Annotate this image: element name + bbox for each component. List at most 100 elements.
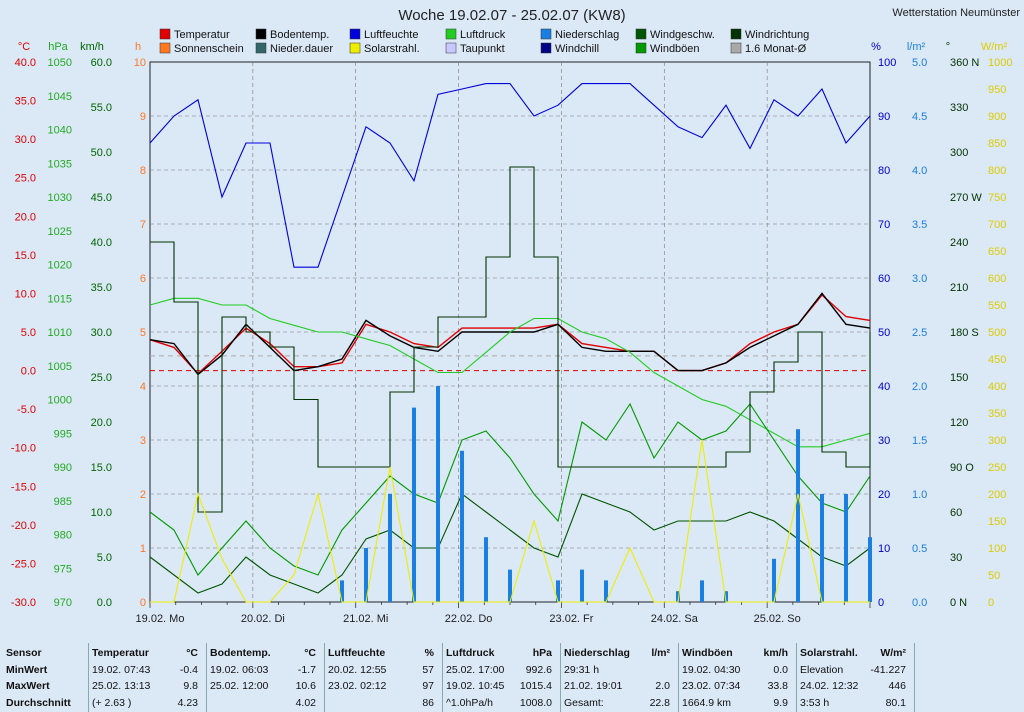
stats-temp-min-time: 19.02. 07:43 — [92, 663, 151, 676]
axis-tick-label: 3.0 — [912, 273, 927, 285]
stats-rain-row2-val: 2.0 — [655, 680, 670, 692]
axis-tick-label: 70 — [878, 219, 890, 231]
stats-press-min-val: 992.6 — [525, 663, 552, 676]
axis-tick-label: 5.0 — [912, 57, 927, 69]
x-tick-label: 19.02. Mo — [136, 613, 185, 625]
axis-tick-label: 1045 — [48, 91, 72, 103]
axis-tick-label: 1.5 — [912, 435, 927, 447]
stats-temperature: Temperatur °C 19.02. 07:43 -0.4 25.02. 13:… — [92, 645, 202, 711]
axis-tick-label: 180 S — [950, 327, 979, 339]
axis-tick-label: 980 — [54, 530, 72, 542]
axis-tick-label: 100 — [988, 543, 1006, 555]
rain-bar — [772, 558, 776, 602]
rain-bar — [868, 537, 872, 602]
axis-tick-label: 20 — [878, 489, 890, 501]
stats-temp-avg-note: (+ 2.63 ) — [92, 696, 132, 709]
stats-gust-unit: km/h — [763, 647, 788, 659]
axis-tick-label: 400 — [988, 381, 1006, 393]
axis-tick-label: 5.0 — [21, 327, 36, 339]
station-name: Wetterstation Neumünster — [892, 7, 1020, 19]
stats-divider — [324, 643, 325, 712]
stats-gust-max-time: 23.02. 07:34 — [682, 680, 741, 692]
x-tick-label: 21.02. Mi — [343, 613, 388, 625]
legend-swatch — [540, 28, 552, 40]
stats-gust-max-val: 33.8 — [767, 680, 788, 692]
axis-tick-label: 80 — [878, 165, 890, 177]
stats-press-max-time: 19.02. 10:45 — [446, 680, 505, 692]
axis-tick-label: 1000 — [48, 395, 72, 407]
axis-tick-label: 2 — [140, 489, 146, 501]
axis-tick-label: 10.0 — [91, 507, 112, 519]
axis-tick-label: 985 — [54, 496, 72, 508]
rain-bar — [580, 569, 584, 602]
legend-label: Solarstrahl. — [364, 43, 420, 55]
stats-pressure: Luftdruck hPa 25.02. 17:00 992.6 19.02. 10… — [446, 645, 556, 711]
axis-tick-label: 975 — [54, 563, 72, 575]
stats-soil-max-time: 25.02. 12:00 — [210, 680, 269, 692]
stats-press-avg-val: 1008.0 — [519, 696, 552, 709]
stats-hum-avg-val: 86 — [422, 696, 434, 709]
stats-soil-header: Bodentemp. — [210, 647, 271, 659]
rain-bar — [796, 429, 800, 602]
legend-label: Luftfeuchte — [364, 29, 418, 41]
axis-tick-label: 20.0 — [91, 417, 112, 429]
rain-bar — [340, 580, 344, 602]
stats-divider — [560, 643, 561, 712]
axis-tick-label: 210 — [950, 282, 968, 294]
axis-tick-label: 4.0 — [912, 165, 927, 177]
axis-tick-label: 25.0 — [15, 173, 36, 185]
axis-tick-label: -15.0 — [11, 481, 36, 493]
stats-solar-max-val: 446 — [888, 680, 906, 692]
legend-swatch — [730, 42, 742, 54]
axis-tick-label: 7 — [140, 219, 146, 231]
legend-label: Bodentemp. — [270, 29, 329, 41]
stats-hum-min-time: 20.02. 12:55 — [328, 663, 387, 676]
stats-labels: Sensor MinWert MaxWert Durchschnitt — [6, 645, 86, 711]
axis-tick-label: -20.0 — [11, 520, 36, 532]
rain-bar — [388, 494, 392, 602]
axis-tick-label: 1015 — [48, 293, 72, 305]
stats-label-max: MaxWert — [6, 680, 50, 692]
axis-tick-label: 120 — [950, 417, 968, 429]
stats-divider — [914, 643, 915, 712]
axis-tick-label: 1035 — [48, 158, 72, 170]
stats-press-header: Luftdruck — [446, 647, 495, 659]
axis-tick-label: 450 — [988, 354, 1006, 366]
stats-press-unit: hPa — [532, 647, 552, 659]
axis-tick-label: 4 — [140, 381, 146, 393]
series-line-solarstrahl — [150, 439, 870, 603]
axis-tick-label: 1040 — [48, 125, 72, 137]
stats-label-avg: Durchschnitt — [6, 696, 71, 709]
axis-tick-label: 900 — [988, 111, 1006, 123]
stats-temp-max-val: 9.8 — [183, 680, 198, 692]
axis-tick-label: 200 — [988, 489, 1006, 501]
axis-unit: °C — [18, 41, 30, 53]
axis-tick-label: 50 — [988, 570, 1000, 582]
axis-tick-label: 1030 — [48, 192, 72, 204]
axis-tick-label: 300 — [950, 147, 968, 159]
stats-solar-row1-val: -41.227 — [870, 663, 906, 676]
legend-swatch — [635, 28, 647, 40]
axis-tick-label: 240 — [950, 237, 968, 249]
axis-tick-label: 0 — [878, 597, 884, 609]
legend-label: Windgeschw. — [650, 29, 715, 41]
axis-tick-label: 60.0 — [91, 57, 112, 69]
axis-tick-label: 30 — [878, 435, 890, 447]
rain-bar — [604, 580, 608, 602]
axis-unit: km/h — [80, 41, 104, 53]
legend-label: Nieder.dauer — [270, 43, 333, 55]
axis-tick-label: 500 — [988, 327, 1006, 339]
chart-marks — [149, 83, 872, 603]
rain-bar — [844, 494, 848, 602]
stats-soil-avg-val: 4.02 — [295, 696, 316, 709]
axis-unit: h — [135, 41, 141, 53]
legend-label: Taupunkt — [460, 43, 505, 55]
legend-swatch — [445, 28, 457, 40]
axes: °C40.035.030.025.020.015.010.05.00.0-5.0… — [11, 41, 1013, 609]
axis-tick-label: 2.0 — [912, 381, 927, 393]
legend-label: Windrichtung — [745, 29, 809, 41]
chart-title: Woche 19.02.07 - 25.02.07 (KW8) — [398, 7, 625, 24]
axis-tick-label: -10.0 — [11, 443, 36, 455]
rain-bar — [412, 407, 416, 602]
axis-tick-label: 550 — [988, 300, 1006, 312]
